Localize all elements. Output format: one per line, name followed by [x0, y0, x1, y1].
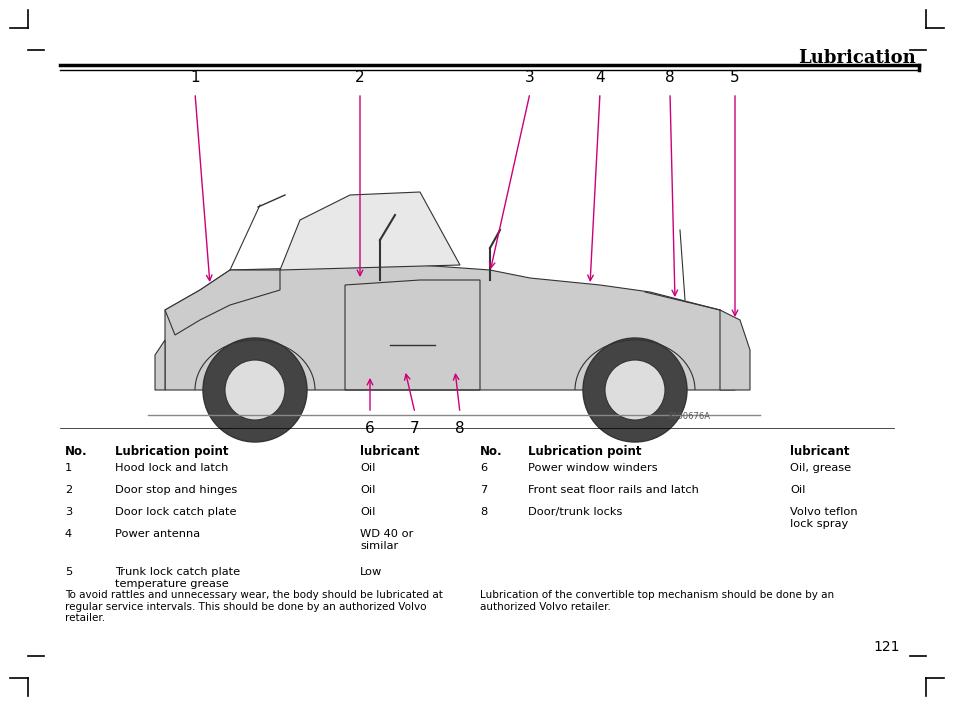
Text: 1: 1	[65, 463, 72, 473]
Polygon shape	[165, 270, 280, 335]
Text: 2: 2	[65, 485, 72, 495]
Text: 3: 3	[65, 507, 72, 517]
Text: Front seat floor rails and latch: Front seat floor rails and latch	[527, 485, 699, 495]
Text: No.: No.	[479, 445, 502, 458]
Text: 5: 5	[65, 567, 72, 577]
Text: Oil: Oil	[789, 485, 804, 495]
Polygon shape	[165, 265, 734, 390]
Text: WD 40 or
similar: WD 40 or similar	[359, 529, 413, 551]
Text: 8: 8	[664, 70, 674, 85]
Text: 6: 6	[479, 463, 487, 473]
Text: 5: 5	[729, 70, 739, 85]
Text: 121: 121	[873, 640, 899, 654]
Polygon shape	[154, 340, 165, 390]
Text: 6: 6	[365, 421, 375, 436]
Circle shape	[604, 360, 664, 420]
Text: Volvo teflon
lock spray: Volvo teflon lock spray	[789, 507, 857, 529]
Text: Oil: Oil	[359, 463, 375, 473]
Text: lubricant: lubricant	[789, 445, 848, 458]
Text: Oil: Oil	[359, 507, 375, 517]
Text: Door lock catch plate: Door lock catch plate	[115, 507, 236, 517]
Text: 3: 3	[524, 70, 535, 85]
Text: Hood lock and latch: Hood lock and latch	[115, 463, 228, 473]
Circle shape	[225, 360, 285, 420]
Text: 4: 4	[65, 529, 72, 539]
Text: Door stop and hinges: Door stop and hinges	[115, 485, 237, 495]
Text: 8100676A: 8100676A	[666, 412, 709, 421]
Text: Lubrication: Lubrication	[798, 49, 915, 67]
Circle shape	[582, 338, 686, 442]
Text: Lubrication of the convertible top mechanism should be done by an
authorized Vol: Lubrication of the convertible top mecha…	[479, 590, 833, 611]
Text: Oil: Oil	[359, 485, 375, 495]
Text: Trunk lock catch plate
temperature grease: Trunk lock catch plate temperature greas…	[115, 567, 240, 589]
Text: 8: 8	[455, 421, 464, 436]
Text: No.: No.	[65, 445, 88, 458]
Text: 7: 7	[479, 485, 487, 495]
Text: Power antenna: Power antenna	[115, 529, 200, 539]
Circle shape	[203, 338, 307, 442]
Text: 7: 7	[410, 421, 419, 436]
Polygon shape	[720, 310, 749, 390]
Text: 2: 2	[355, 70, 364, 85]
Text: lubricant: lubricant	[359, 445, 419, 458]
Text: Lubrication point: Lubrication point	[527, 445, 640, 458]
Text: 1: 1	[190, 70, 199, 85]
Text: Low: Low	[359, 567, 382, 577]
Text: 8: 8	[479, 507, 487, 517]
Text: 4: 4	[595, 70, 604, 85]
Text: Power window winders: Power window winders	[527, 463, 657, 473]
Text: Door/trunk locks: Door/trunk locks	[527, 507, 621, 517]
Text: Lubrication point: Lubrication point	[115, 445, 229, 458]
Polygon shape	[280, 192, 459, 270]
Text: Oil, grease: Oil, grease	[789, 463, 850, 473]
Text: To avoid rattles and unnecessary wear, the body should be lubricated at
regular : To avoid rattles and unnecessary wear, t…	[65, 590, 442, 623]
